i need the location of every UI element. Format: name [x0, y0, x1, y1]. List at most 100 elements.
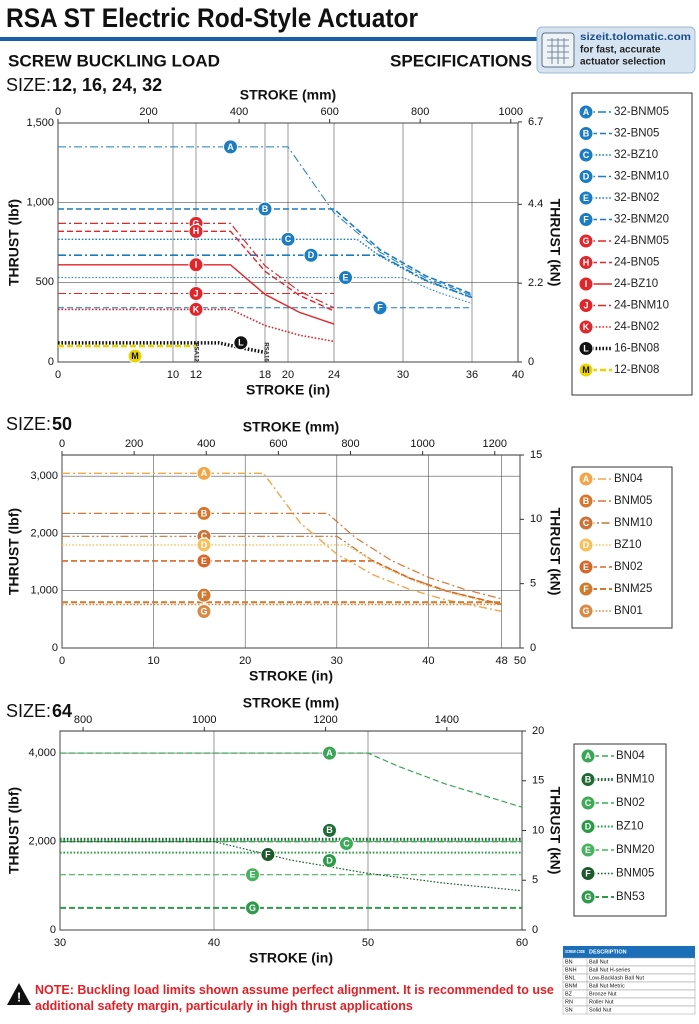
table-header-cell: SCREW CODE: [565, 949, 585, 954]
warning-icon: [7, 983, 31, 1005]
series-marker-code: F: [265, 849, 271, 859]
series-marker-code: B: [201, 508, 208, 518]
badge-text: for fast, accurate: [580, 45, 661, 56]
legend-marker: [580, 795, 596, 811]
legend-marker: [578, 559, 594, 575]
x2-tick-label: 800: [341, 438, 359, 450]
x2-tick-label: 1000: [410, 438, 434, 450]
legend-label: BNM10: [614, 517, 652, 529]
table-cell: RN: [565, 999, 573, 1005]
series-marker: [372, 300, 388, 316]
legend-marker: [578, 362, 594, 378]
legend-label: 16-BN08: [614, 343, 659, 355]
series-marker: [188, 285, 204, 301]
x2-tick-label: 600: [320, 106, 338, 118]
table-row: [562, 981, 696, 991]
legend-marker: [578, 471, 594, 487]
y2-tick-label: 5: [532, 874, 538, 886]
legend-marker: [578, 212, 594, 227]
series-marker-code: D: [308, 250, 315, 260]
legend-label: 32-BN02: [614, 192, 659, 204]
series-marker-code: C: [285, 234, 292, 244]
series-marker-code: L: [238, 338, 244, 348]
legend-code: B: [585, 774, 592, 784]
y2-tick-label: 2.2: [528, 277, 543, 289]
x2-tick-label: 200: [125, 438, 143, 450]
x2-tick-label: 1400: [435, 714, 459, 726]
size-value: 64: [52, 701, 72, 721]
y2-tick-label: 6.7: [528, 116, 543, 128]
legend-code: C: [583, 150, 590, 160]
legend-code: K: [583, 322, 590, 332]
y2-tick-label: 10: [530, 513, 542, 525]
size-label: SIZE:: [6, 75, 51, 95]
y-tick-label: 4,000: [28, 747, 56, 759]
y2-tick-label: 0: [530, 642, 536, 654]
y2-tick-label: 0: [532, 924, 538, 936]
series-line: [58, 222, 335, 309]
warning-mark: !: [17, 989, 21, 1004]
legend-marker: [578, 126, 594, 141]
y2-tick-label: 20: [532, 725, 544, 737]
x-tick-label: 30: [331, 655, 343, 667]
series-marker: [245, 867, 260, 883]
x2-axis-title: STROKE (mm): [243, 695, 339, 711]
series-line: [58, 146, 473, 297]
legend-label: 24-BN02: [614, 321, 659, 333]
x-tick-label: 40: [422, 655, 434, 667]
legend-label: BN02: [614, 561, 643, 573]
y-tick-label: 1,500: [26, 117, 54, 129]
legend-code: B: [583, 496, 590, 506]
x-tick-label: 20: [282, 369, 294, 381]
y-tick-label: 3,000: [30, 470, 58, 482]
x2-tick-label: 1000: [192, 714, 216, 726]
table-cell: Ball Nut Metric: [589, 983, 625, 989]
legend-code: A: [583, 107, 590, 117]
x-tick-label: 24: [328, 369, 340, 381]
x-tick-label: 0: [59, 655, 65, 667]
badge-text: actuator selection: [580, 57, 666, 68]
badge-url[interactable]: sizeit.tolomatic.com: [580, 31, 691, 43]
series-marker: [257, 201, 273, 217]
series-marker-code: B: [262, 204, 269, 214]
legend-marker: [578, 190, 594, 206]
legend-code: L: [583, 343, 589, 353]
x2-axis-title: STROKE (mm): [243, 419, 339, 435]
table-cell: BZ: [565, 991, 573, 997]
series-line: [58, 208, 473, 295]
x2-tick-label: 1000: [499, 106, 523, 118]
legend-marker: [580, 866, 596, 881]
y2-tick-label: 0: [528, 356, 534, 368]
badge[interactable]: sizeit.tolomatic.com for fast, accurate …: [536, 26, 696, 74]
table-cell: Solid Nut: [589, 1007, 612, 1013]
series-marker: [303, 247, 319, 263]
badge-box: [536, 26, 696, 74]
x-tick-label: 10: [147, 655, 159, 667]
series-marker: [196, 553, 212, 569]
table-cell: BNM: [565, 983, 578, 989]
series-marker: [196, 505, 212, 521]
series-marker-code: F: [201, 590, 207, 600]
legend-label: BNM05: [614, 495, 652, 507]
series-marker: [260, 847, 276, 863]
legend-label: BN04: [614, 473, 643, 485]
x2-tick-label: 600: [269, 438, 287, 450]
legend-marker: [578, 493, 594, 509]
legend-marker: [578, 147, 594, 163]
series-marker: [196, 587, 212, 603]
legend-label: BN01: [614, 605, 643, 617]
series-marker-code: G: [192, 218, 199, 228]
y-tick-label: 1,000: [26, 197, 54, 209]
table-cell: Ball Nut: [589, 959, 609, 965]
legend-code: G: [584, 892, 591, 902]
badge-icon-grid: [547, 38, 569, 64]
y-tick-label: 1,000: [30, 585, 58, 597]
legend-label: BN53: [616, 891, 645, 903]
x-tick-label: 50: [362, 937, 374, 949]
y2-tick-label: 4.4: [528, 198, 543, 210]
legend-label: 24-BNM10: [614, 300, 669, 312]
legend-label: 32-BN05: [614, 128, 659, 140]
